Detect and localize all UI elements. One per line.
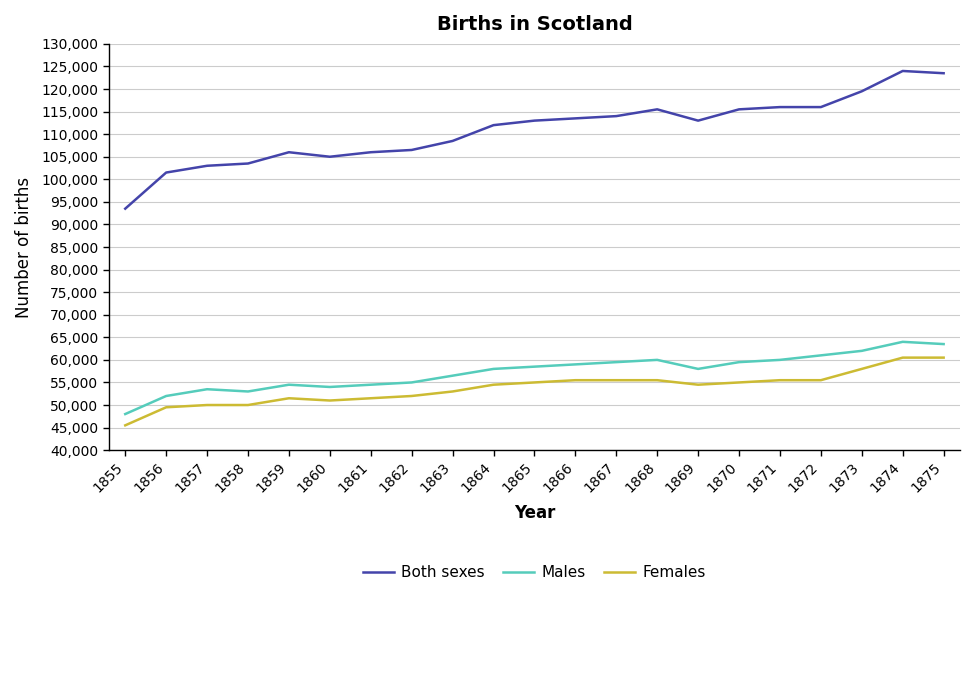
Both sexes — [897, 67, 909, 75]
Both sexes — [488, 121, 499, 129]
Both sexes — [119, 205, 131, 213]
Both sexes — [692, 117, 704, 125]
X-axis label: Year: Year — [514, 504, 555, 522]
Both sexes — [365, 148, 376, 157]
Both sexes — [160, 168, 172, 176]
Line: Males: Males — [125, 342, 944, 414]
Females — [406, 392, 417, 400]
Males — [815, 351, 827, 359]
Females — [569, 376, 581, 384]
Males — [447, 372, 458, 380]
Line: Both sexes: Both sexes — [125, 71, 944, 209]
Both sexes — [324, 153, 335, 161]
Title: Births in Scotland: Births in Scotland — [437, 15, 633, 34]
Females — [242, 401, 254, 409]
Males — [938, 340, 950, 348]
Females — [160, 403, 172, 412]
Males — [897, 338, 909, 346]
Females — [774, 376, 786, 384]
Both sexes — [610, 112, 622, 120]
Both sexes — [447, 137, 458, 145]
Males — [324, 383, 335, 391]
Females — [488, 380, 499, 388]
Males — [201, 385, 213, 393]
Both sexes — [815, 103, 827, 111]
Both sexes — [733, 105, 745, 113]
Females — [528, 378, 540, 386]
Legend: Both sexes, Males, Females: Both sexes, Males, Females — [357, 559, 712, 586]
Females — [447, 387, 458, 395]
Males — [651, 356, 663, 364]
Both sexes — [283, 148, 294, 157]
Males — [856, 346, 868, 355]
Females — [201, 401, 213, 409]
Females — [938, 353, 950, 361]
Both sexes — [856, 87, 868, 96]
Males — [610, 358, 622, 366]
Females — [365, 394, 376, 402]
Males — [733, 358, 745, 366]
Females — [815, 376, 827, 384]
Males — [774, 356, 786, 364]
Both sexes — [569, 115, 581, 123]
Males — [406, 378, 417, 386]
Both sexes — [938, 69, 950, 77]
Males — [569, 360, 581, 368]
Females — [651, 376, 663, 384]
Line: Females: Females — [125, 357, 944, 425]
Both sexes — [406, 146, 417, 154]
Both sexes — [774, 103, 786, 111]
Females — [856, 365, 868, 373]
Both sexes — [528, 117, 540, 125]
Both sexes — [201, 162, 213, 170]
Females — [692, 380, 704, 388]
Both sexes — [651, 105, 663, 113]
Females — [897, 353, 909, 361]
Males — [528, 363, 540, 371]
Females — [733, 378, 745, 386]
Males — [692, 365, 704, 373]
Females — [283, 394, 294, 402]
Females — [610, 376, 622, 384]
Males — [160, 392, 172, 400]
Both sexes — [242, 159, 254, 167]
Males — [488, 365, 499, 373]
Females — [324, 397, 335, 405]
Males — [283, 380, 294, 388]
Males — [119, 410, 131, 418]
Males — [242, 387, 254, 395]
Y-axis label: Number of births: Number of births — [15, 176, 33, 317]
Males — [365, 380, 376, 388]
Females — [119, 421, 131, 429]
